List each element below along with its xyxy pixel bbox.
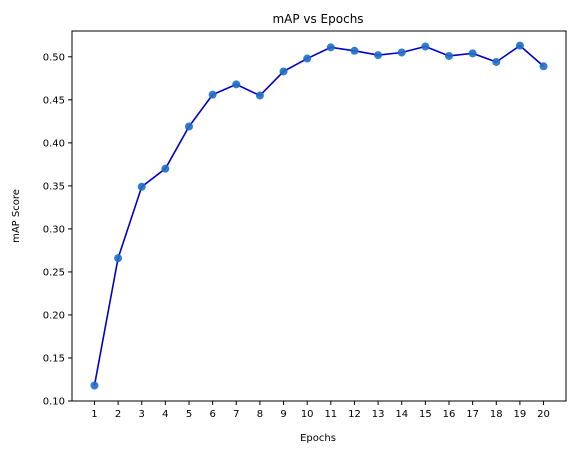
series-line [93,44,545,386]
data-point [397,48,406,57]
y-tick-label: 0.30 [43,224,65,235]
x-tick-label: 15 [419,409,432,420]
x-tick-label: 12 [348,409,361,420]
y-tick-label: 0.35 [43,181,65,192]
plot-area [71,30,567,402]
y-tick-label: 0.15 [43,353,65,364]
x-tick-label: 19 [514,409,527,420]
data-point [539,62,548,71]
data-point [492,57,501,66]
x-axis-label: Epochs [300,433,336,444]
chart-title: mAP vs Epochs [272,12,363,26]
data-point [90,381,99,390]
x-tick-label: 6 [209,409,215,420]
x-tick-label: 14 [395,409,408,420]
x-tick-label: 13 [372,409,385,420]
data-points [90,41,548,390]
x-tick-label: 8 [257,409,263,420]
data-point [185,122,193,131]
y-tick-label: 0.45 [43,95,65,106]
y-tick-label: 0.25 [43,267,65,278]
data-point [232,80,241,89]
y-tick-label: 0.40 [43,138,65,149]
y-axis: 0.10 0.15 0.20 0.25 0.30 0.35 0.40 0.45 0.50 [43,52,72,408]
data-point [208,90,217,99]
data-point [255,91,264,100]
x-tick-label: 3 [139,409,145,420]
y-axis-label: mAP Score [11,189,22,243]
data-point [326,43,335,52]
y-tick-label: 0.10 [43,397,65,408]
x-tick-label: 20 [537,409,550,420]
data-point [161,164,170,173]
x-tick-label: 17 [466,409,479,420]
data-point [114,254,123,263]
x-tick-label: 16 [443,409,456,420]
x-tick-label: 9 [280,409,286,420]
x-tick-label: 11 [324,409,337,420]
data-point [137,182,146,191]
x-tick-label: 10 [301,409,314,420]
data-point [515,41,524,50]
x-axis: 1 2 3 4 5 6 7 8 9 10 11 12 13 14 15 16 17 18 19 20 [91,401,550,420]
data-point [303,54,312,63]
x-tick-label: 7 [233,409,239,420]
data-point [374,51,383,60]
x-tick-label: 5 [186,409,192,420]
x-tick-label: 4 [162,409,168,420]
data-point [445,51,453,60]
x-tick-label: 1 [91,409,97,420]
data-point [468,49,477,58]
data-point [421,42,430,51]
data-point [350,46,359,55]
data-point [279,67,288,76]
x-tick-label: 2 [115,409,121,420]
y-tick-label: 0.50 [43,52,65,63]
x-tick-label: 18 [490,409,503,420]
y-tick-label: 0.20 [43,310,65,321]
